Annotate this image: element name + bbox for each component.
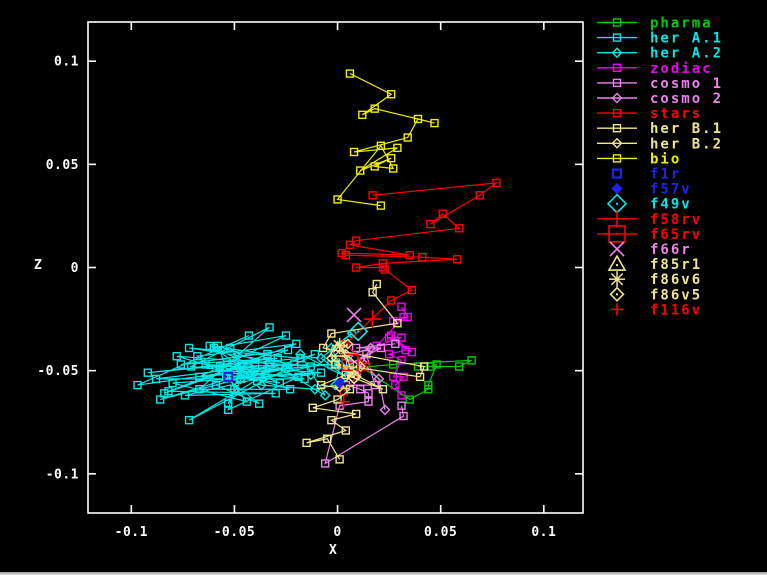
legend-item-pharma: pharma <box>597 16 713 32</box>
x-axis-label: X <box>329 543 338 558</box>
series-f65rv <box>341 353 359 372</box>
y-tick-label: 0 <box>71 261 79 276</box>
y-tick-label: 0.05 <box>46 158 79 173</box>
legend-item-bio: bio <box>597 151 681 167</box>
series-f1r <box>223 371 234 382</box>
legend-item-f65rv: f65rv <box>597 225 702 243</box>
legend-label-stars: stars <box>650 106 702 122</box>
series-bio <box>333 69 439 210</box>
legend-item-her-b-2: her B.2 <box>597 136 723 152</box>
legend-item-her-a-1: her A.1 <box>597 31 723 47</box>
series-her-a-1 <box>133 323 336 425</box>
series-f49v <box>348 321 369 342</box>
legend-item-f86v6: f86v6 <box>609 271 702 288</box>
series-her-b-1 <box>302 279 429 464</box>
legend-item-her-a-2: her A.2 <box>597 46 723 62</box>
legend-item-f1r: f1r <box>611 167 681 183</box>
x-tick-label: -0.05 <box>214 525 256 540</box>
z-axis-label: Z <box>34 258 43 273</box>
x-tick-label: 0.05 <box>424 525 457 540</box>
series-zodiac <box>372 302 417 400</box>
legend-label-f116v: f116v <box>650 302 702 318</box>
legend-label-her-b-2: her B.2 <box>650 136 723 152</box>
legend-item-cosmo-1: cosmo 1 <box>597 76 723 92</box>
legend-label-f57v: f57v <box>650 182 692 198</box>
legend-label-f49v: f49v <box>650 197 692 213</box>
legend-label-her-b-1: her B.1 <box>650 121 723 137</box>
legend-label-her-a-2: her A.2 <box>650 46 723 62</box>
legend-item-f116v: f116v <box>611 302 702 318</box>
legend-label-f65rv: f65rv <box>650 227 702 243</box>
y-tick-label: 0.1 <box>54 55 79 70</box>
series-f57v <box>333 377 346 389</box>
tick-labels: -0.1 -0.05 0 0.05 0.1 -0.1 -0.05 0 0.05 0.1 <box>37 55 556 540</box>
plot-frame <box>87 21 584 514</box>
y-tick-label: -0.1 <box>46 467 79 482</box>
legend-label-zodiac: zodiac <box>650 61 713 77</box>
legend-label-f85r1: f85r1 <box>650 257 702 273</box>
legend-item-f57v: f57v <box>611 182 692 198</box>
legend-item-f86v5: f86v5 <box>609 286 702 303</box>
legend-item-stars: stars <box>597 106 702 122</box>
legend-label-cosmo-2: cosmo 2 <box>650 91 723 107</box>
legend-item-cosmo-2: cosmo 2 <box>597 91 723 107</box>
series-f86v5 <box>346 369 362 385</box>
y-tick-label: -0.05 <box>37 364 79 379</box>
series-f58rv <box>363 310 382 329</box>
legend-item-f66r: f66r <box>609 241 692 258</box>
legend-label-f86v5: f86v5 <box>650 287 702 303</box>
legend-item-f49v: f49v <box>606 193 692 214</box>
x-tick-label: -0.1 <box>115 525 148 540</box>
legend-label-f58rv: f58rv <box>650 212 702 228</box>
legend-item-zodiac: zodiac <box>597 61 713 77</box>
legend-item-f58rv: f58rv <box>597 209 702 228</box>
legend-label-f66r: f66r <box>650 242 692 258</box>
legend-label-pharma: pharma <box>650 16 713 32</box>
legend-label-cosmo-1: cosmo 1 <box>650 76 723 92</box>
series-f85r1 <box>328 340 347 357</box>
x-tick-label: 0.1 <box>531 525 556 540</box>
series-f86v6 <box>331 337 348 354</box>
window-bottom-edge <box>0 572 767 575</box>
series-f66r <box>346 307 362 323</box>
legend-label-bio: bio <box>650 151 681 167</box>
legend-label-f1r: f1r <box>650 167 681 183</box>
legend-item-her-b-1: her B.1 <box>597 121 723 137</box>
legend-label-f86v6: f86v6 <box>650 272 702 288</box>
series-f116v <box>337 395 350 408</box>
legend-item-f85r1: f85r1 <box>607 254 702 273</box>
x-tick-label: 0 <box>333 525 341 540</box>
legend-label-her-a-1: her A.1 <box>650 31 723 47</box>
